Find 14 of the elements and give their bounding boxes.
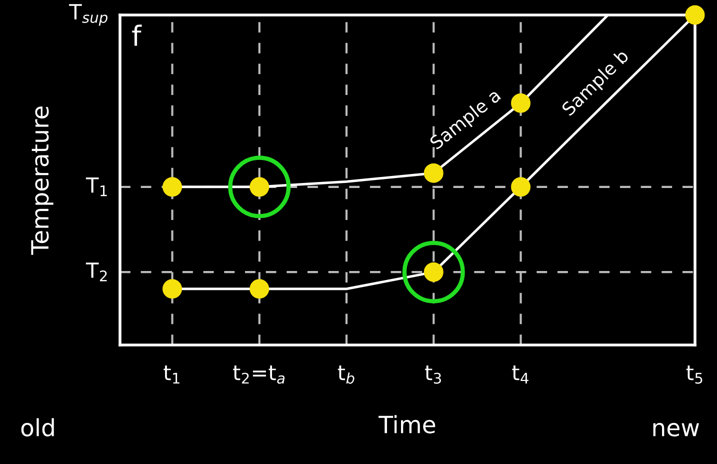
x-tick-label: t$_{b}$ xyxy=(338,365,354,384)
x-tick-label: t$_{1}$ xyxy=(164,365,180,384)
x-tick-label: t$_{2}$=t$_{a}$ xyxy=(233,365,285,384)
x-tick-label: t$_{5}$ xyxy=(686,365,702,384)
text: new xyxy=(653,422,700,436)
ref-line-label: T$_{sup}$ xyxy=(69,4,108,26)
x-tick-label: t$_{3}$ xyxy=(425,365,441,384)
ref-line-label: T$_{1}$ xyxy=(86,177,107,196)
annotation: f xyxy=(132,24,142,46)
x-axis-title: Time xyxy=(378,415,436,434)
y-axis-title: Temperature xyxy=(31,106,54,255)
x-tick-label: t$_{4}$ xyxy=(512,365,528,384)
ref-line-label: T$_{2}$ xyxy=(86,262,107,282)
text: old xyxy=(21,418,54,436)
